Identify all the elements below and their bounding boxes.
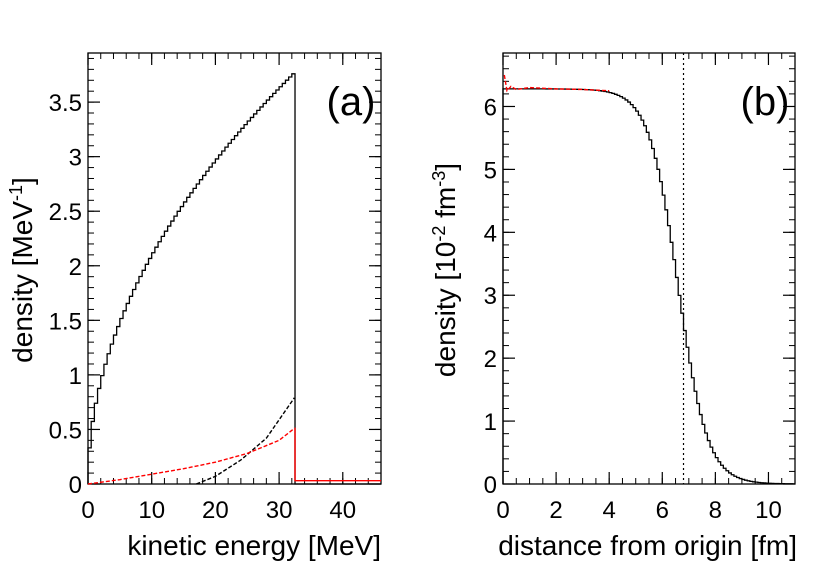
panel-a-frame xyxy=(87,52,382,485)
panel-a-series-2-tail xyxy=(294,427,381,482)
panel-a-ytick-label: 3.5 xyxy=(49,90,82,117)
panel-b-ylabel-sup1: -2 xyxy=(429,226,449,242)
panel-b-ylabel-sup2: -3 xyxy=(429,171,449,187)
panel-a-tick-labels: 0 10 20 30 40 0 0.5 1 1.5 2 2.5 3 3.5 xyxy=(49,90,357,524)
panel-a-xtick-label: 40 xyxy=(329,497,356,524)
panel-a-ylabel: density [MeV-1] xyxy=(6,177,38,363)
panel-a: 0 10 20 30 40 0 0.5 1 1.5 2 2.5 3 3.5 (a) kinetic en… xyxy=(6,52,382,561)
panel-a-ytick-label: 0 xyxy=(69,472,82,499)
panel-a-xtick-label: 20 xyxy=(202,497,229,524)
panel-a-ylabel-sup: -1 xyxy=(6,185,26,201)
panel-b-xtick-label: 2 xyxy=(549,497,562,524)
panel-b-ytick-label: 4 xyxy=(484,220,497,247)
panel-b: 0 2 4 6 8 10 0 1 2 3 4 5 6 (b) distance from origin … xyxy=(429,52,797,561)
panel-a-ytick-label: 2.5 xyxy=(49,199,82,226)
panel-b-ylabel: density [10-2 fm-3] xyxy=(429,163,461,377)
panel-b-ytick-label: 5 xyxy=(484,157,497,184)
panel-b-tag: (b) xyxy=(741,80,790,124)
panel-a-xtick-label: 0 xyxy=(81,497,94,524)
panel-a-xlabel: kinetic energy [MeV] xyxy=(127,530,381,561)
panel-a-series-1 xyxy=(196,397,295,485)
panel-b-ytick-label: 6 xyxy=(484,94,497,121)
panel-b-ytick-label: 1 xyxy=(484,409,497,436)
panel-b-ticks xyxy=(502,53,796,485)
panel-b-ylabel-close: ] xyxy=(430,163,461,171)
panel-b-ytick-label: 3 xyxy=(484,283,497,310)
panel-b-series-0 xyxy=(502,88,795,485)
panel-b-xtick-label: 10 xyxy=(755,497,782,524)
panel-b-ylabel-main: density [10 xyxy=(430,242,461,377)
panel-b-ylabel-mid: fm xyxy=(430,187,461,226)
panel-a-ylabel-main: density [MeV xyxy=(7,201,38,363)
panel-a-series-2 xyxy=(87,427,295,485)
panel-b-ytick-label: 0 xyxy=(484,472,497,499)
panel-b-xtick-label: 8 xyxy=(709,497,722,524)
panel-b-series-1 xyxy=(503,74,610,93)
panel-a-ytick-label: 0.5 xyxy=(49,417,82,444)
panel-b-xtick-label: 4 xyxy=(603,497,616,524)
panel-b-xlabel: distance from origin [fm] xyxy=(498,530,797,561)
panel-a-ylabel-close: ] xyxy=(7,177,38,185)
panel-b-ytick-label: 2 xyxy=(484,346,497,373)
panel-b-xtick-label: 0 xyxy=(496,497,509,524)
panel-a-ytick-label: 3 xyxy=(69,145,82,172)
panel-b-series xyxy=(502,53,795,485)
panel-b-tick-labels: 0 2 4 6 8 10 0 1 2 3 4 5 6 xyxy=(484,94,782,524)
panel-a-ytick-label: 1 xyxy=(69,363,82,390)
panel-a-series-0 xyxy=(87,73,381,485)
panel-a-ytick-label: 1.5 xyxy=(49,308,82,335)
panel-a-xtick-label: 10 xyxy=(138,497,165,524)
panel-a-ticks xyxy=(87,53,382,485)
panel-a-ytick-label: 2 xyxy=(69,254,82,281)
panel-a-series xyxy=(87,73,381,485)
panel-a-tag: (a) xyxy=(327,80,376,124)
panel-a-xtick-label: 30 xyxy=(266,497,293,524)
panel-b-xtick-label: 6 xyxy=(656,497,669,524)
